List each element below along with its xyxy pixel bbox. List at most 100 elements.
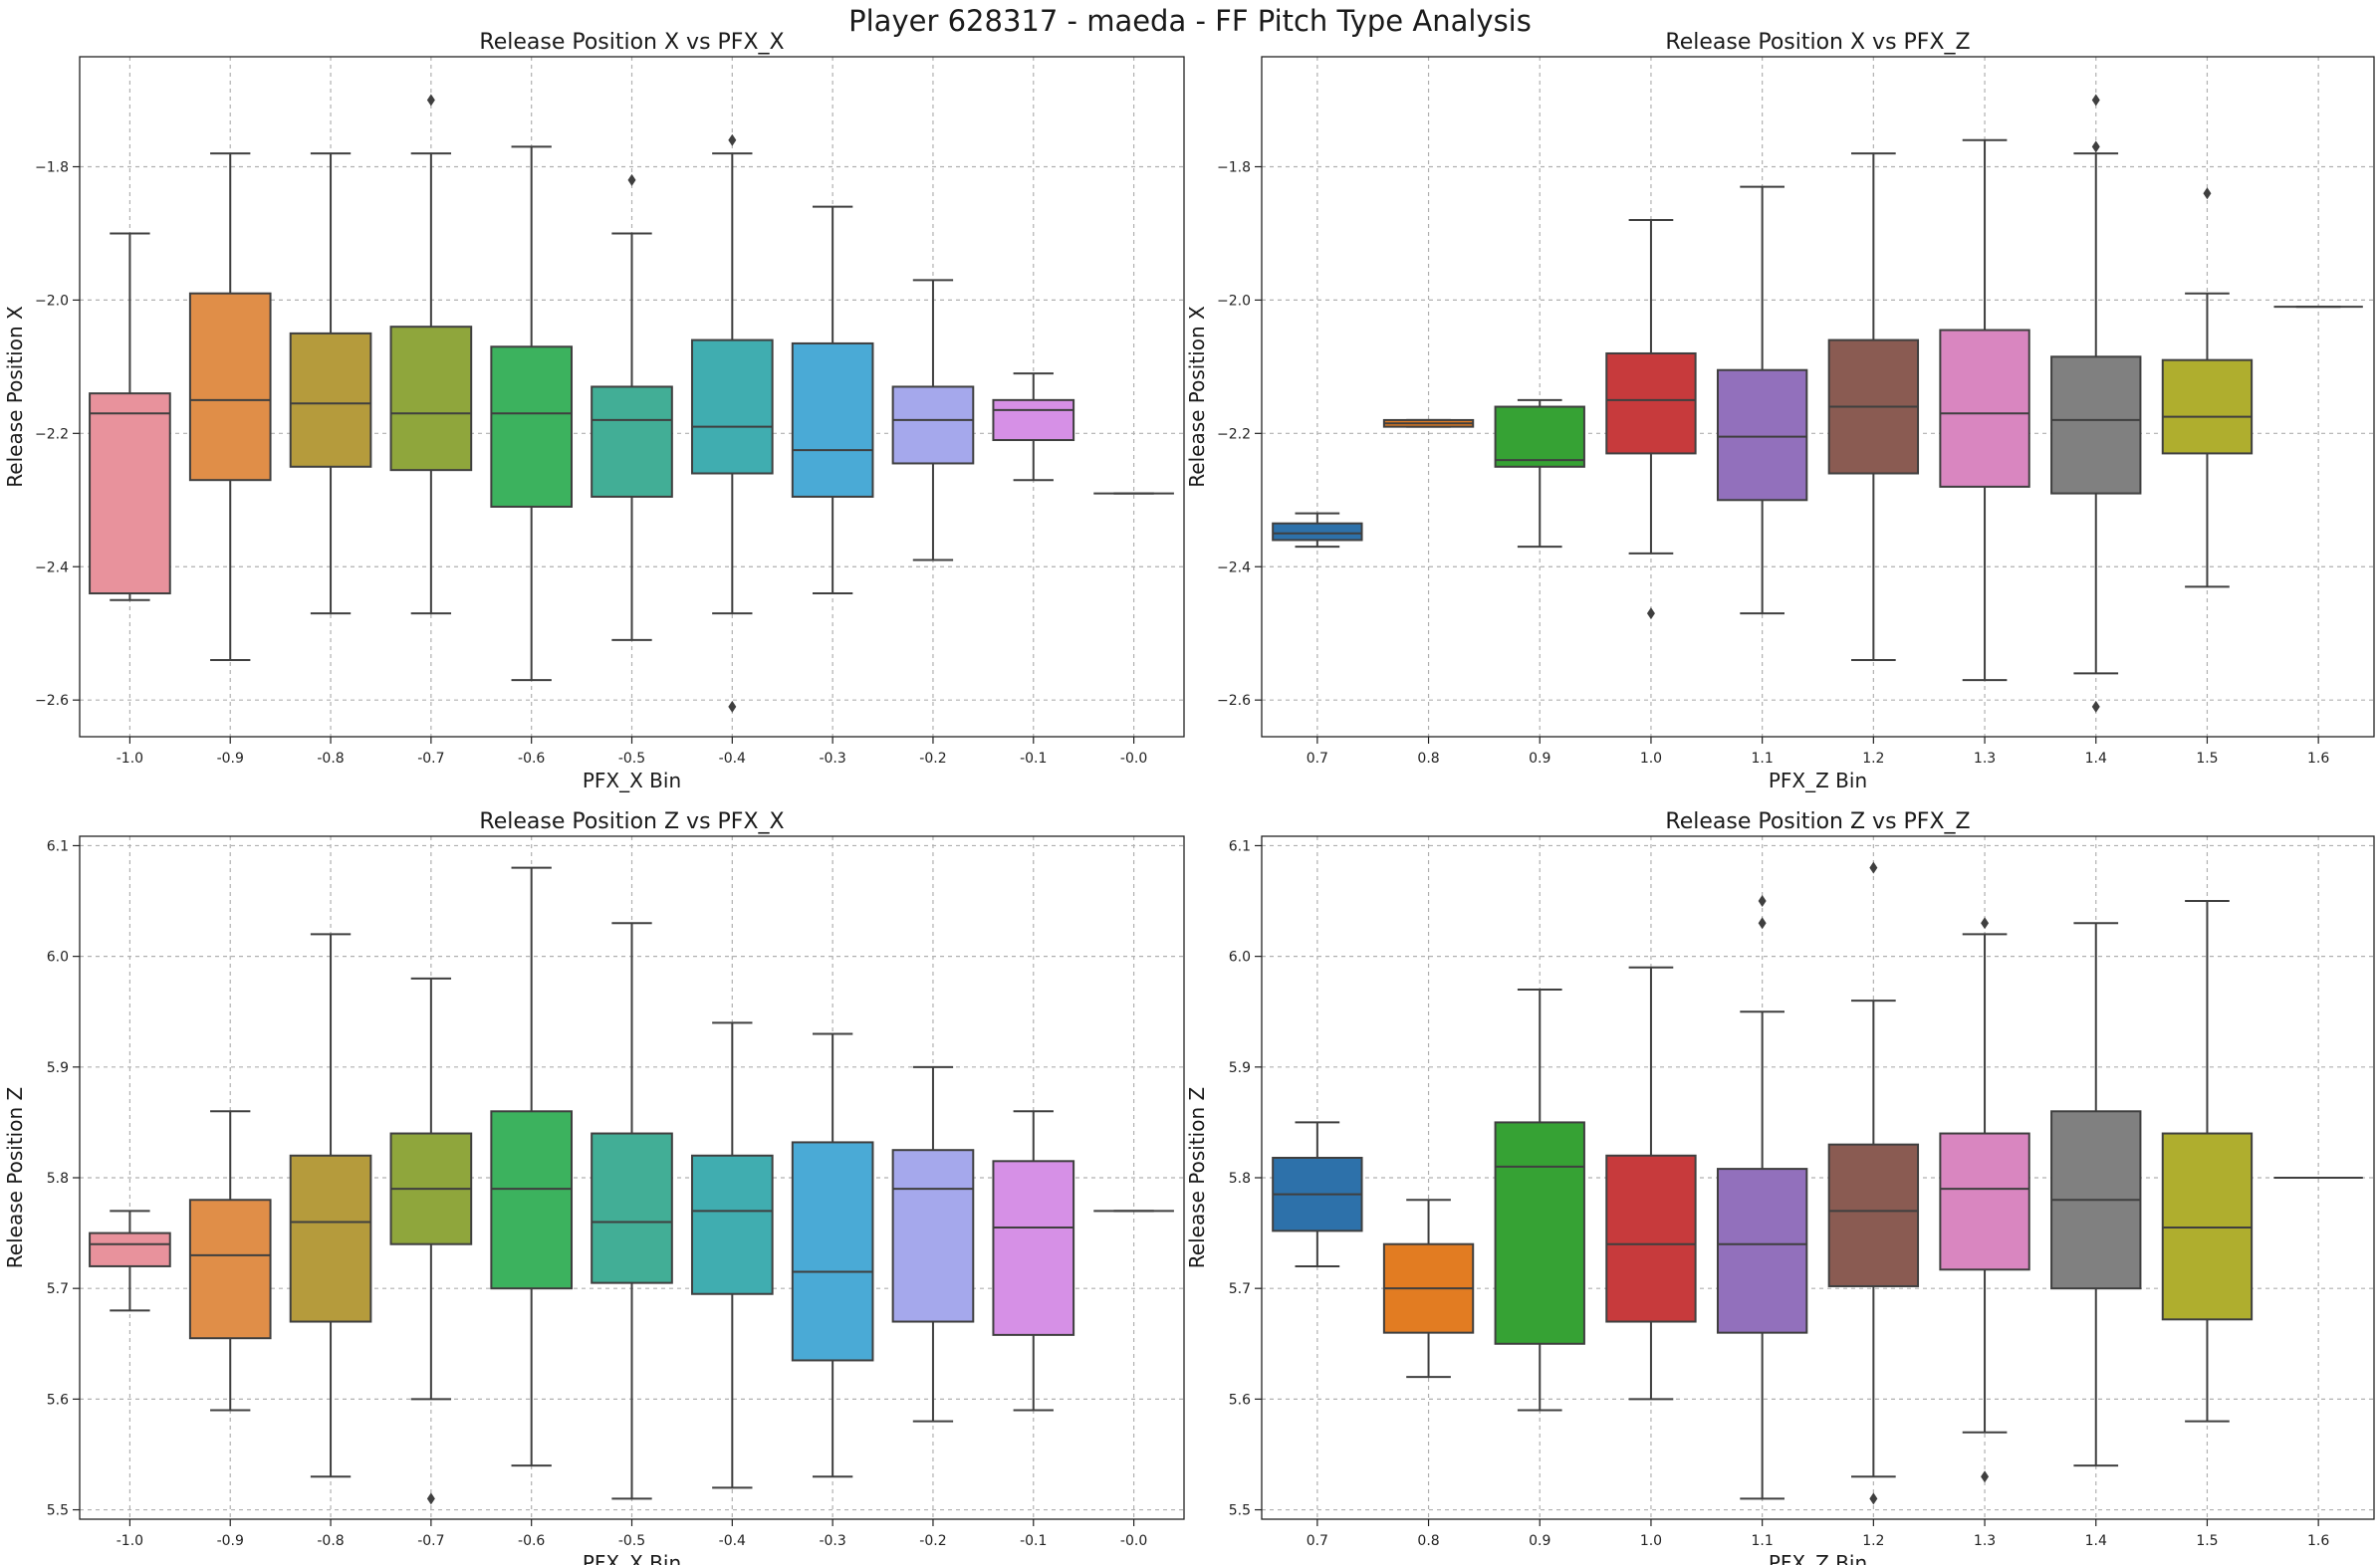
panel-title: Release Position Z vs PFX_Z bbox=[1665, 809, 1970, 834]
y-tick-label: −2.6 bbox=[35, 693, 69, 709]
panel-title: Release Position X vs PFX_Z bbox=[1665, 30, 1970, 55]
outlier-point bbox=[426, 1492, 435, 1505]
box--0.8 bbox=[289, 933, 372, 1478]
box--0.6 bbox=[490, 145, 574, 682]
box-1.0 bbox=[1605, 219, 1697, 620]
box-0.8 bbox=[1382, 1199, 1475, 1379]
box--0.9 bbox=[188, 1110, 272, 1412]
x-tick-label: 0.7 bbox=[1307, 751, 1328, 767]
box-iqr bbox=[1827, 1143, 1920, 1287]
box--0.5 bbox=[591, 173, 673, 641]
box-plot-svg: −2.6 −2.4 −2.2 −2.0 −1.8 0.7 0.8 0.9 1.0 1.1 1.2 1.… bbox=[1185, 30, 2375, 792]
x-tick-label: -0.1 bbox=[1020, 751, 1047, 767]
box-iqr bbox=[490, 1110, 574, 1290]
outlier-point bbox=[426, 94, 435, 107]
x-tick-label: -0.8 bbox=[317, 1533, 344, 1549]
x-tick-label: -0.3 bbox=[819, 1533, 845, 1549]
x-tick-label: 1.5 bbox=[2196, 1533, 2218, 1549]
x-tick-label: -0.9 bbox=[217, 1533, 244, 1549]
y-tick-label: 6.1 bbox=[47, 838, 69, 854]
box-1.1 bbox=[1716, 185, 1808, 615]
box-iqr bbox=[89, 1231, 171, 1267]
y-tick-label: 5.5 bbox=[47, 1503, 69, 1519]
box-iqr bbox=[89, 392, 171, 595]
box-1.2 bbox=[1827, 861, 1920, 1505]
box-plot-svg: −2.6 −2.4 −2.2 −2.0 −1.8 -1.0 -0.9 -0.8 -0.7 -0.6… bbox=[3, 30, 1185, 792]
x-tick-label: 0.9 bbox=[1529, 751, 1550, 767]
x-tick-label: 1.4 bbox=[2085, 751, 2107, 767]
box--0.6 bbox=[490, 866, 574, 1467]
y-tick-label: −2.6 bbox=[1217, 693, 1251, 709]
box-iqr bbox=[289, 332, 372, 468]
x-tick-label: -0.9 bbox=[217, 751, 244, 767]
box-iqr bbox=[188, 1199, 272, 1340]
y-tick-label: 5.9 bbox=[47, 1060, 69, 1076]
panel-release-x-vs-pfx-z: −2.6 −2.4 −2.2 −2.0 −1.8 0.7 0.8 0.9 1.0 1.1 1.2 1.… bbox=[1185, 0, 2380, 792]
box--1.0 bbox=[89, 1210, 171, 1312]
figure-suptitle: Player 628317 - maeda - FF Pitch Type An… bbox=[848, 4, 1532, 38]
outlier-point bbox=[2203, 187, 2212, 200]
y-axis-label: Release Position X bbox=[1185, 306, 1209, 488]
panel-release-x-vs-pfx-x: −2.6 −2.4 −2.2 −2.0 −1.8 -1.0 -0.9 -0.8 -0.7 -0.6… bbox=[0, 0, 1190, 792]
x-tick-label: -0.6 bbox=[518, 751, 545, 767]
y-tick-label: 6.0 bbox=[1229, 950, 1251, 966]
y-tick-label: −1.8 bbox=[1217, 159, 1251, 175]
box--0.3 bbox=[791, 1032, 874, 1478]
x-tick-label: -0.5 bbox=[618, 751, 645, 767]
box-0.9 bbox=[1494, 988, 1585, 1412]
x-tick-label: 0.8 bbox=[1417, 751, 1439, 767]
x-tick-label: 1.6 bbox=[2307, 751, 2329, 767]
y-tick-label: −1.8 bbox=[35, 159, 69, 175]
box-iqr bbox=[1605, 351, 1697, 455]
y-tick-label: 5.5 bbox=[1229, 1503, 1251, 1519]
box-iqr bbox=[2161, 1132, 2254, 1321]
x-tick-label: 1.1 bbox=[1752, 1533, 1774, 1549]
outlier-point bbox=[728, 133, 737, 146]
x-tick-label: 1.3 bbox=[1974, 1533, 1996, 1549]
box-1.4 bbox=[2050, 94, 2142, 713]
box-1.1 bbox=[1716, 895, 1808, 1500]
y-tick-label: −2.4 bbox=[35, 559, 69, 575]
outlier-point bbox=[627, 173, 636, 186]
box-iqr bbox=[1716, 368, 1808, 502]
y-tick-label: −2.2 bbox=[1217, 426, 1251, 442]
x-tick-label: 0.9 bbox=[1529, 1533, 1550, 1549]
y-tick-label: 5.7 bbox=[1229, 1281, 1251, 1297]
x-tick-label: 1.2 bbox=[1862, 1533, 1884, 1549]
box--0.9 bbox=[188, 152, 272, 661]
panel-release-z-vs-pfx-z: 5.5 5.6 5.7 5.8 5.9 6.0 6.1 0.7 0.8 0.9 1.0 1.1 1.2 1… bbox=[1185, 782, 2380, 1565]
outlier-point bbox=[1981, 917, 1990, 930]
x-tick-label: -1.0 bbox=[117, 751, 143, 767]
y-axis-label: Release Position Z bbox=[1185, 1087, 1209, 1268]
box-1.4 bbox=[2050, 922, 2142, 1467]
y-axis-label: Release Position X bbox=[3, 306, 27, 488]
box-iqr bbox=[389, 326, 473, 472]
x-tick-label: 0.7 bbox=[1307, 1533, 1328, 1549]
box-iqr bbox=[2161, 358, 2254, 455]
outlier-point bbox=[1758, 917, 1767, 930]
x-tick-label: -0.5 bbox=[618, 1533, 645, 1549]
box-0.8 bbox=[1382, 418, 1475, 428]
x-tick-label: -0.4 bbox=[719, 751, 746, 767]
box-1.5 bbox=[2161, 187, 2254, 588]
box-plot-svg: 5.5 5.6 5.7 5.8 5.9 6.0 6.1 -1.0 -0.9 -0.8 -0.7 -0.… bbox=[3, 809, 1185, 1565]
x-tick-label: 1.2 bbox=[1862, 751, 1884, 767]
x-tick-label: -0.4 bbox=[719, 1533, 746, 1549]
outlier-point bbox=[2091, 140, 2100, 153]
x-tick-label: -0.7 bbox=[417, 1533, 444, 1549]
outlier-point bbox=[1869, 1492, 1878, 1505]
box--0.4 bbox=[690, 1021, 774, 1489]
x-tick-label: 1.4 bbox=[2085, 1533, 2107, 1549]
outlier-point bbox=[1758, 895, 1767, 908]
box-iqr bbox=[992, 398, 1075, 442]
y-tick-label: 5.6 bbox=[1229, 1392, 1251, 1408]
box-iqr bbox=[289, 1154, 372, 1323]
y-tick-label: 6.0 bbox=[47, 950, 69, 966]
x-tick-label: -0.1 bbox=[1020, 1533, 1047, 1549]
y-tick-label: 6.1 bbox=[1229, 838, 1251, 854]
box-iqr bbox=[591, 1132, 673, 1284]
x-tick-label: 1.0 bbox=[1640, 1533, 1662, 1549]
x-axis-label: PFX_X Bin bbox=[583, 769, 681, 792]
box-0.9 bbox=[1494, 398, 1585, 549]
